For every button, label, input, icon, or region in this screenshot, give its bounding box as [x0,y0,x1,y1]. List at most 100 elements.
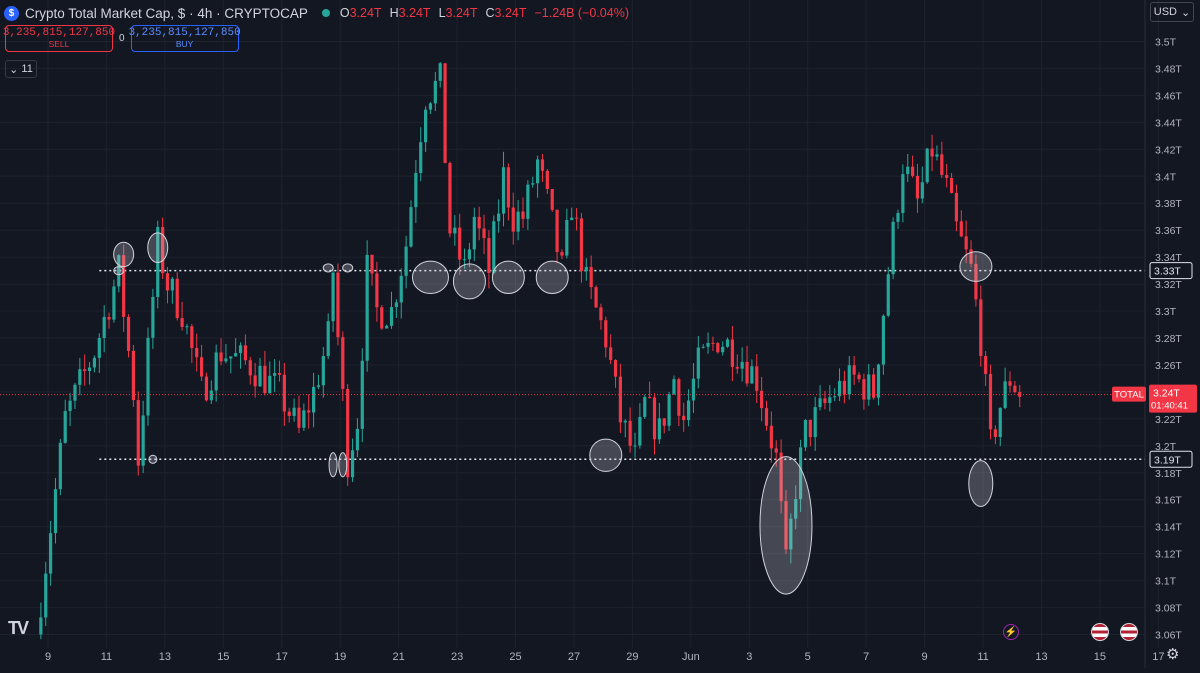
candle-body [282,374,286,412]
candle-body [477,216,481,229]
candle-body [662,418,666,426]
candle-body [633,445,637,447]
ellipse-annotation[interactable] [452,263,486,300]
ellipse-annotation[interactable] [322,263,334,273]
time-axis[interactable]: 911131517192123252729Jun35791113151719 [45,651,1200,663]
us-flag-icon[interactable] [1091,623,1109,641]
candle-body [307,410,311,413]
ellipse-annotation[interactable] [411,260,449,295]
candle-body [112,286,116,320]
open-label: O [339,6,350,20]
candle-body [209,390,213,401]
sell-price: 3,235,815,127,850 [2,26,116,39]
gear-icon[interactable]: ⚙ [1166,646,1180,663]
ellipse-annotation[interactable] [113,266,125,276]
ellipse-annotation[interactable] [759,456,813,595]
candle-body [146,337,150,416]
ellipse-annotation[interactable] [147,232,169,264]
candle-body [346,388,350,478]
lightning-icon[interactable]: ⚡ [1003,624,1019,640]
candle-body [779,452,783,502]
candle-body [63,411,67,443]
y-tick-label: 3.42T [1155,144,1182,156]
candle-body [83,369,87,372]
candle-body [536,159,540,184]
ellipse-annotation[interactable] [589,438,623,472]
buy-button[interactable]: 3,235,815,127,850 BUY [128,25,241,52]
tradingview-logo-icon[interactable]: TV [8,618,29,638]
candle-body [501,167,506,214]
ellipse-annotation[interactable] [959,251,993,282]
indicators-toggle-button[interactable]: ⌄ 11 [5,60,37,78]
candle-body [511,207,515,232]
y-tick-label: 3.38T [1155,198,1182,210]
candle-body [711,342,715,344]
candle-body [954,192,959,222]
y-tick-label: 3.36T [1155,225,1182,237]
ellipse-annotations[interactable] [113,232,994,595]
candle-body [555,209,559,253]
low-label: L [438,6,446,20]
market-status-icon [321,9,330,17]
y-tick-label: 3.32T [1155,279,1182,291]
candle-body [769,425,773,449]
candle-body [964,236,968,250]
candle-body [195,347,199,358]
ellipse-annotation[interactable] [338,452,348,478]
candle-body [998,407,1002,438]
candle-body [550,188,554,210]
candle-body [180,317,184,327]
y-tick-label: 3.28T [1155,333,1182,345]
candle-body [1008,381,1012,386]
candle-body [979,299,983,357]
ellipse-annotation[interactable] [148,454,158,464]
candle-body [102,316,106,339]
candle-body [798,447,803,499]
candle-body [969,249,973,264]
candle-body [199,357,204,377]
candle-body [847,365,851,395]
candle-body [911,166,915,176]
candle-body [613,360,618,377]
candle-body [862,379,866,400]
currency-select[interactable]: USD ⌄ [1150,2,1194,22]
candle-body [399,275,403,303]
y-tick-label: 3.4T [1155,171,1177,183]
candle-body [993,429,997,438]
candle-body [706,342,710,347]
candle-body [151,296,155,338]
candle-body [643,397,647,417]
ellipse-annotation[interactable] [968,460,994,507]
candle-body [453,227,457,234]
sell-button[interactable]: 3,235,815,127,850 SELL [2,25,116,52]
candle-body [920,182,924,199]
candle-body [823,398,827,404]
ellipse-annotation[interactable] [328,452,338,478]
candle-body [68,400,72,412]
close-label: C [485,6,495,20]
y-tick-label: 3.1T [1155,576,1177,588]
ellipse-annotation[interactable] [342,263,354,273]
candle-body [531,183,535,185]
buy-label: BUY [175,38,194,49]
us-flag-icon[interactable] [1120,623,1138,641]
ellipse-annotation[interactable] [491,260,525,295]
candle-body [204,376,209,401]
low-value: 3.24T [445,6,478,20]
candle-body [297,407,301,428]
ellipse-annotation[interactable] [113,241,135,268]
candle-body [526,184,530,219]
candle-body [686,400,691,421]
price-axis[interactable]: 3.5T 3.48T 3.46T 3.44T 3.42T 3.4T 3.38T 3.36T 3.… [1144,0,1193,668]
candle-body [53,489,58,534]
candle-body [302,410,306,428]
symbol-title[interactable]: Crypto Total Market Cap, $ · 4h · CRYPTO… [25,5,308,21]
candle-body [248,360,252,376]
candle-body [185,326,189,328]
candle-body [214,352,218,391]
ellipse-annotation[interactable] [535,260,569,295]
candle-body [755,366,759,391]
indicator-count: 11 [21,63,33,75]
